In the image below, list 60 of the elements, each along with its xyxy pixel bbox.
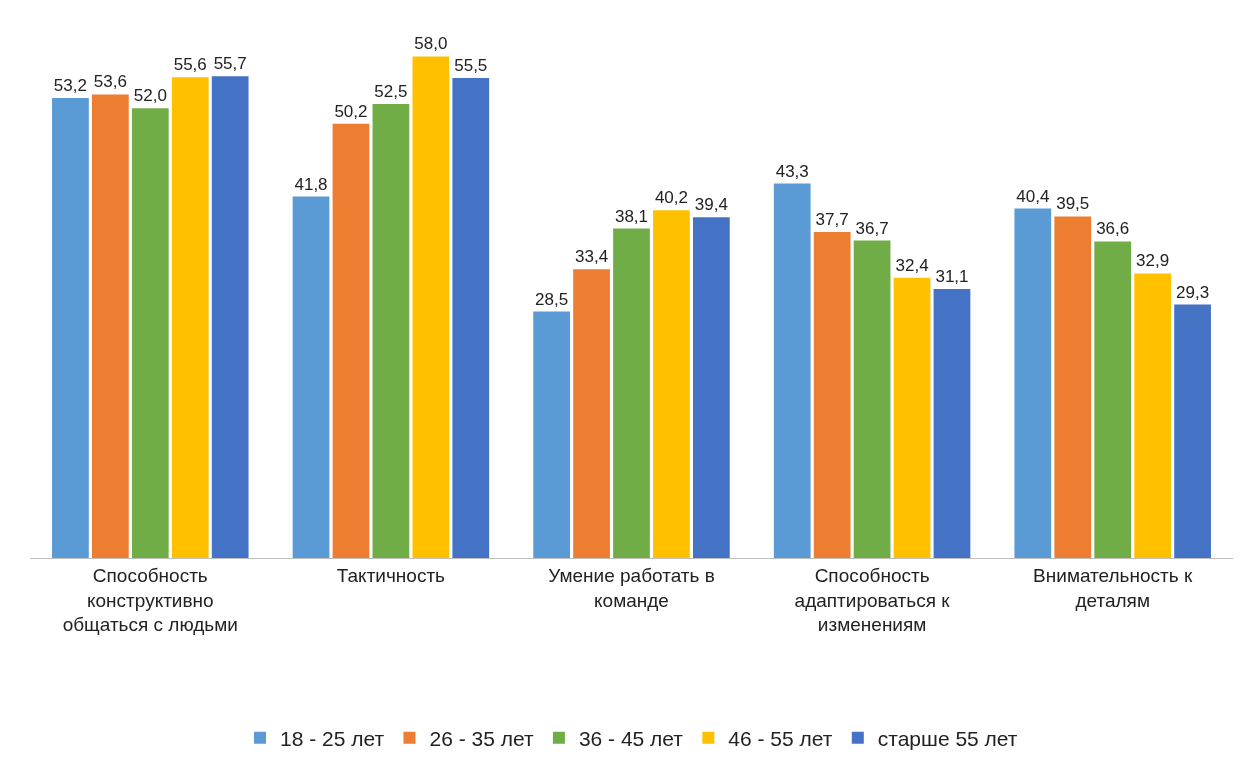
data-label: 50,2	[334, 101, 368, 121]
bar	[52, 97, 89, 558]
bar	[1174, 304, 1211, 558]
x-tick-label: Внимательность к деталям	[1033, 564, 1193, 611]
bar	[131, 108, 169, 558]
bar	[653, 210, 690, 558]
x-tick-label: Тактичность	[336, 564, 446, 586]
bar	[933, 289, 971, 558]
x-tick-label: Умение работать в команде	[548, 564, 715, 611]
legend-label: 26 - 35 лет	[429, 727, 534, 751]
bar	[533, 311, 570, 558]
legend-label: 36 - 45 лет	[578, 727, 684, 751]
legend-label: 46 - 55 лет	[728, 727, 833, 751]
bar	[1134, 273, 1172, 558]
data-label: 55,5	[454, 56, 488, 76]
data-label: 53,2	[53, 75, 87, 95]
bar	[773, 183, 811, 558]
legend-label: старше 55 лет	[877, 727, 1018, 751]
bar	[1014, 208, 1052, 558]
data-label: 41,8	[294, 174, 328, 194]
data-label: 40,2	[654, 188, 688, 208]
data-label: 38,1	[614, 206, 649, 226]
data-label: 32,9	[1136, 251, 1170, 271]
data-label: 58,0	[414, 34, 448, 54]
data-label: 52,0	[133, 86, 167, 106]
bar	[372, 103, 410, 558]
bar	[91, 94, 129, 558]
data-label: 40,4	[1016, 186, 1050, 206]
data-label: 37,7	[815, 209, 849, 229]
legend-label: 18 - 25 лет	[280, 727, 385, 751]
bar	[1094, 241, 1132, 558]
bar	[332, 123, 370, 558]
data-label: 43,3	[775, 161, 809, 181]
bar	[171, 77, 209, 558]
data-label: 33,4	[575, 247, 609, 267]
bar	[1054, 216, 1092, 558]
bar	[211, 76, 249, 558]
bar	[452, 78, 490, 558]
data-label: 28,5	[535, 289, 569, 309]
bar	[893, 277, 931, 558]
data-label: 55,6	[173, 55, 207, 75]
data-label: 36,7	[855, 218, 889, 238]
data-label: 39,5	[1056, 194, 1090, 214]
bar	[853, 240, 891, 558]
data-label: 39,4	[694, 195, 728, 215]
bar	[613, 228, 650, 558]
data-label: 32,4	[895, 255, 929, 275]
bar	[573, 269, 610, 558]
data-label: 52,5	[374, 81, 408, 101]
data-label: 31,1	[935, 267, 969, 287]
bar	[292, 196, 330, 558]
data-label: 53,6	[93, 72, 127, 92]
data-label: 36,6	[1096, 219, 1130, 239]
x-tick-label: Способность адаптироваться к изменениям	[794, 564, 951, 636]
data-label: 55,7	[213, 54, 247, 74]
data-label: 29,3	[1176, 282, 1210, 302]
bar	[412, 56, 450, 558]
bar	[693, 217, 730, 558]
bar	[813, 231, 851, 558]
x-tick-label: Способность конструктивно общаться с людьми	[62, 564, 238, 636]
